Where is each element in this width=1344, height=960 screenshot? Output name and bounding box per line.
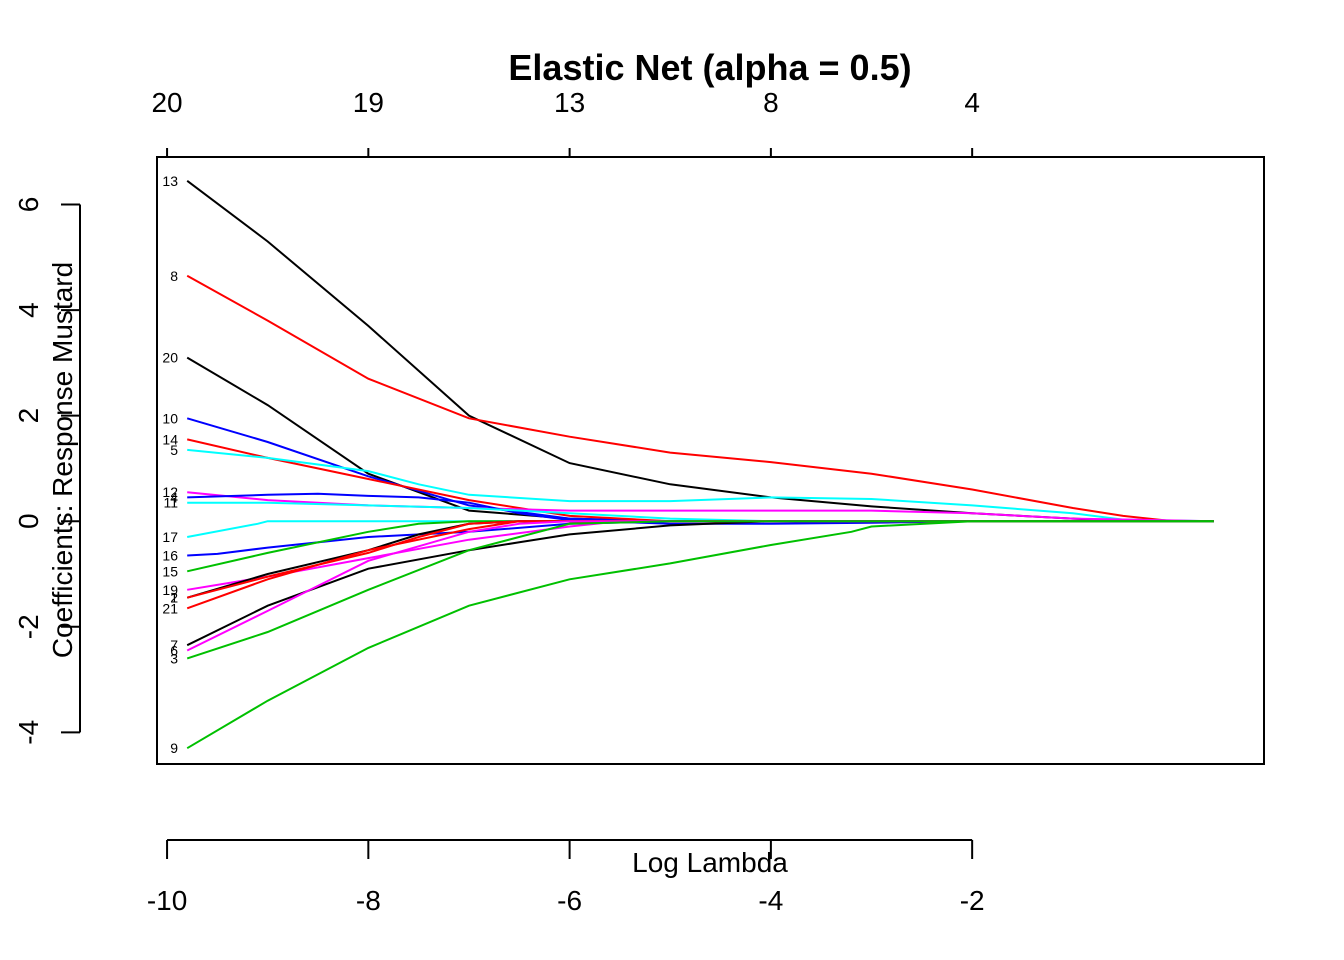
series-label-11: 11 [163, 495, 178, 511]
y-tick-label: -2 [13, 614, 44, 639]
y-tick-label: 6 [13, 197, 44, 213]
series-label-3: 3 [170, 650, 178, 666]
series-line-1 [186, 520, 1214, 599]
series-label-20: 20 [162, 350, 178, 366]
y-tick-label: -4 [13, 720, 44, 745]
x-axis: -10 -8 -6 -4 -2 [147, 839, 985, 916]
series-line-14 [186, 438, 1214, 523]
series-line-13 [186, 180, 1214, 523]
series-label-5: 5 [170, 442, 178, 458]
top-tick-label: 4 [964, 87, 980, 118]
series-line-12 [187, 491, 1214, 523]
top-axis: 20 19 13 8 4 [151, 87, 980, 157]
series-line-4 [187, 492, 1214, 525]
series-label-9: 9 [170, 740, 178, 756]
series-line-5 [187, 448, 1214, 523]
series-label-13: 13 [162, 173, 178, 189]
y-axis-title: Coefficients: Response Mustard [47, 262, 78, 658]
plot-area-frame [156, 156, 1265, 765]
series-label-15: 15 [162, 563, 178, 579]
top-tick-label: 19 [353, 87, 384, 118]
top-tick-label: 8 [763, 87, 779, 118]
x-tick-label: -2 [960, 885, 985, 916]
series-label-8: 8 [170, 268, 178, 284]
top-tick-label: 13 [554, 87, 585, 118]
series-label-19: 19 [162, 582, 178, 598]
series-label-21: 21 [162, 600, 178, 616]
series-label-2: 2 [170, 590, 178, 606]
series-label-1: 1 [170, 590, 178, 606]
series-label-17: 17 [162, 529, 178, 545]
series-label-6: 6 [170, 643, 178, 659]
top-tick-label: 20 [151, 87, 182, 118]
series-line-20 [186, 356, 1214, 523]
series-line-9 [186, 520, 1214, 750]
series-line-3 [186, 520, 1214, 660]
series-label-12: 12 [162, 484, 178, 500]
x-axis-title: Log Lambda [632, 847, 788, 878]
y-tick-label: 2 [13, 408, 44, 424]
chart-title: Elastic Net (alpha = 0.5) [508, 47, 911, 88]
y-tick-label: 4 [13, 302, 44, 318]
y-axis: -4 -2 0 2 4 6 [13, 197, 81, 745]
x-tick-label: -10 [147, 885, 187, 916]
series-label-16: 16 [162, 548, 178, 564]
series-label-14: 14 [162, 431, 178, 447]
series-layer [186, 180, 1214, 750]
series-line-8 [186, 274, 1214, 523]
x-tick-label: -6 [557, 885, 582, 916]
series-label-4: 4 [170, 489, 178, 505]
series-label-10: 10 [162, 410, 178, 426]
series-label-7: 7 [170, 637, 178, 653]
y-tick-label: 0 [13, 513, 44, 529]
series-line-21 [186, 520, 1214, 610]
x-tick-label: -8 [356, 885, 381, 916]
x-tick-label: -4 [758, 885, 783, 916]
